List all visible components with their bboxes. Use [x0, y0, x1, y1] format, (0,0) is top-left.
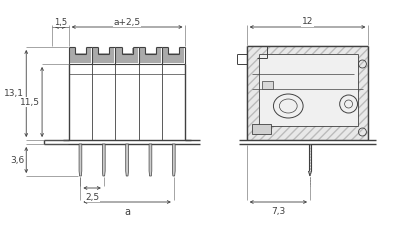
FancyBboxPatch shape — [262, 81, 274, 89]
Polygon shape — [79, 144, 82, 176]
Text: a: a — [124, 207, 130, 217]
Text: 1,5: 1,5 — [54, 17, 67, 27]
Polygon shape — [102, 144, 105, 176]
Polygon shape — [149, 144, 152, 176]
Text: 2,5: 2,5 — [85, 193, 99, 202]
Polygon shape — [172, 144, 175, 176]
Text: 3,6: 3,6 — [10, 155, 24, 165]
Text: 13,1: 13,1 — [4, 89, 24, 98]
Polygon shape — [259, 54, 358, 126]
Text: a+2,5: a+2,5 — [114, 17, 141, 27]
Polygon shape — [126, 144, 128, 176]
Polygon shape — [93, 48, 114, 63]
Polygon shape — [116, 48, 138, 63]
Text: 12: 12 — [302, 17, 313, 27]
Text: 11,5: 11,5 — [20, 97, 40, 107]
Polygon shape — [70, 48, 91, 63]
Text: 7,3: 7,3 — [271, 207, 286, 216]
FancyBboxPatch shape — [252, 124, 272, 134]
Polygon shape — [140, 48, 161, 63]
Polygon shape — [163, 48, 184, 63]
Polygon shape — [247, 46, 368, 140]
